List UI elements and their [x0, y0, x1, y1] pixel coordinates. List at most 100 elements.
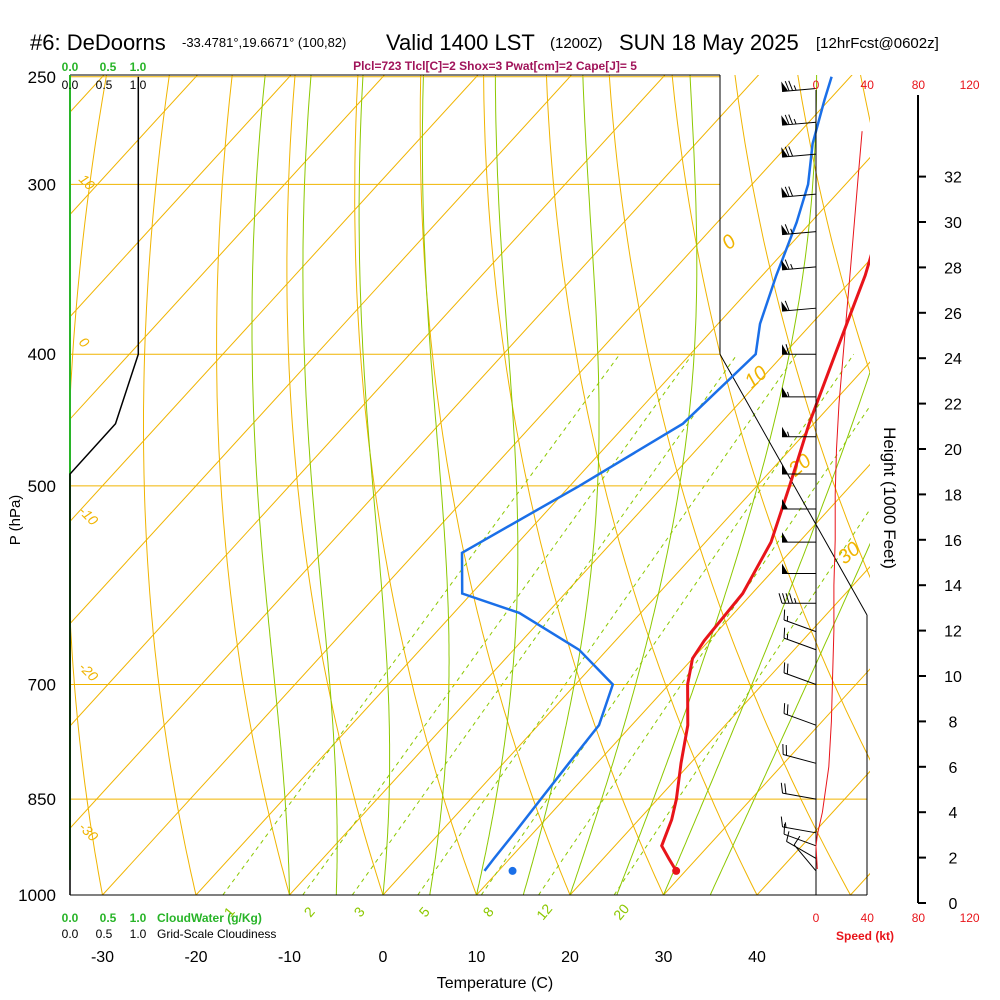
- isotherm-line: [70, 75, 105, 113]
- moist-adiabat-line: [709, 542, 870, 895]
- height-tick-label: 0: [949, 896, 958, 913]
- height-tick-label: 2: [949, 851, 958, 868]
- wind-barb: [793, 835, 817, 872]
- height-tick-label: 30: [944, 215, 962, 232]
- wind-barb-flag: [783, 662, 786, 673]
- wind-barb-flag: [780, 782, 784, 794]
- isotherm-label: -10: [76, 503, 102, 529]
- isotherm-line: [663, 668, 870, 895]
- wind-barb-half-flag: [787, 431, 790, 437]
- isotherm-line: [382, 361, 870, 895]
- isotherm-line: [756, 770, 870, 895]
- wind-barb: [783, 662, 817, 685]
- wind-barb-pennant: [781, 187, 789, 198]
- cloudiness-axis-title: Grid-Scale Cloudiness: [157, 927, 276, 941]
- pressure-tick-label: 250: [28, 68, 56, 87]
- wind-barb-half-flag: [794, 598, 797, 604]
- dry-adiabat-line: [671, 75, 870, 761]
- wind-barb-flag: [784, 114, 790, 125]
- cloudwater-top-tick: 0.0: [62, 60, 79, 74]
- temperature-tick-label: 0: [379, 949, 388, 966]
- height-tick-label: 4: [949, 805, 958, 822]
- wind-barb: [780, 816, 817, 834]
- wind-barb: [783, 627, 817, 651]
- temperature-line: [660, 253, 870, 872]
- speed-bottom-tick: 0: [813, 911, 820, 925]
- pressure-tick-label: 500: [28, 477, 56, 496]
- wind-barb-flag: [782, 593, 786, 604]
- moist-adiabat-line: [476, 75, 519, 895]
- height-axis-title: Height (1000 Feet): [880, 427, 899, 569]
- height-tick-label: 24: [944, 351, 962, 368]
- height-tick-label: 18: [944, 487, 962, 504]
- wind-barb-pennant: [781, 301, 789, 312]
- sounding-profiles: [460, 76, 870, 875]
- frame-diagonal: [719, 353, 868, 616]
- cloudiness-line: [69, 76, 140, 895]
- pressure-tick-label: 400: [28, 345, 56, 364]
- cloudiness-bottom-tick: 0.0: [62, 927, 79, 941]
- cloudiness-top-tick: 0.5: [96, 78, 113, 92]
- mixing-ratio-line: [480, 353, 855, 895]
- dry-adiabat-line: [0, 0, 73, 924]
- dry-adiabat-line: [608, 75, 852, 895]
- height-tick-label: 20: [944, 442, 962, 459]
- wind-barb-half-flag: [790, 228, 794, 234]
- wind-barb: [783, 823, 817, 847]
- wind-barb-flag: [784, 224, 790, 235]
- wind-barb: [781, 80, 817, 92]
- pressure-tick-label: 850: [28, 790, 56, 809]
- wind-barb: [782, 532, 816, 543]
- wind-barb-pennant: [781, 147, 789, 158]
- wind-barb-flag: [788, 146, 794, 157]
- isotherm-line: [70, 75, 386, 420]
- dewpoint-line: [460, 76, 833, 872]
- isotherm-line: [70, 75, 479, 523]
- wind-barb-flag: [788, 186, 794, 197]
- cloudwater-bottom-tick: 0.5: [100, 911, 117, 925]
- isotherm-line: [70, 75, 760, 830]
- moist-adiabat-line: [522, 75, 600, 895]
- height-tick-label: 32: [944, 170, 962, 187]
- wind-barb-flag: [783, 609, 786, 620]
- height-tick-label: 14: [944, 578, 962, 595]
- speed-top-tick: 120: [960, 78, 980, 92]
- dry-adiabat-label: 0: [718, 230, 741, 254]
- isotherm-line: [569, 566, 870, 895]
- wind-barb: [782, 344, 816, 355]
- wind-barb-flag: [786, 704, 789, 715]
- isotherm-label: -30: [76, 819, 102, 845]
- moist-adiabat-line: [616, 75, 818, 895]
- dry-adiabat-line: [216, 75, 291, 895]
- wind-barb-half-flag: [793, 118, 797, 125]
- wind-barb-flag: [784, 186, 790, 197]
- dry-adiabat-line: [483, 75, 665, 895]
- dry-adiabat-line: [899, 0, 1000, 924]
- wind-barb: [782, 463, 816, 475]
- temperature-tick-label: -20: [184, 949, 207, 966]
- isotherm-line: [70, 75, 666, 727]
- wind-barb-staff: [782, 792, 817, 800]
- wind-barb-staff: [782, 826, 817, 834]
- dry-adiabat-line: [70, 75, 108, 895]
- speed-bottom-tick: 80: [912, 911, 926, 925]
- wind-barb-flag: [785, 593, 790, 604]
- wind-barb: [780, 782, 817, 800]
- wind-barb-half-flag: [793, 85, 797, 91]
- speed-bottom-tick: 120: [960, 911, 980, 925]
- station-name: #6: DeDoorns: [30, 30, 166, 55]
- wind-barb: [781, 146, 817, 158]
- wind-barb: [781, 186, 817, 198]
- speed-axis-title: Speed (kt): [836, 929, 894, 943]
- station-location: -33.4781°,19.6671° (100,82): [182, 35, 346, 50]
- height-tick-label: 26: [944, 306, 962, 323]
- dry-adiabat-label: 10: [741, 362, 772, 393]
- isotherm-line: [70, 75, 573, 625]
- mixing-ratio-line: [302, 353, 693, 895]
- pressure-tick-label: 700: [28, 675, 56, 694]
- isotherm-line: [102, 75, 853, 895]
- valid-date: SUN 18 May 2025: [619, 30, 799, 55]
- isotherm-line: [0, 0, 36, 895]
- moist-adiabat-line: [569, 75, 698, 895]
- mixing-ratio-label: 2: [301, 904, 318, 920]
